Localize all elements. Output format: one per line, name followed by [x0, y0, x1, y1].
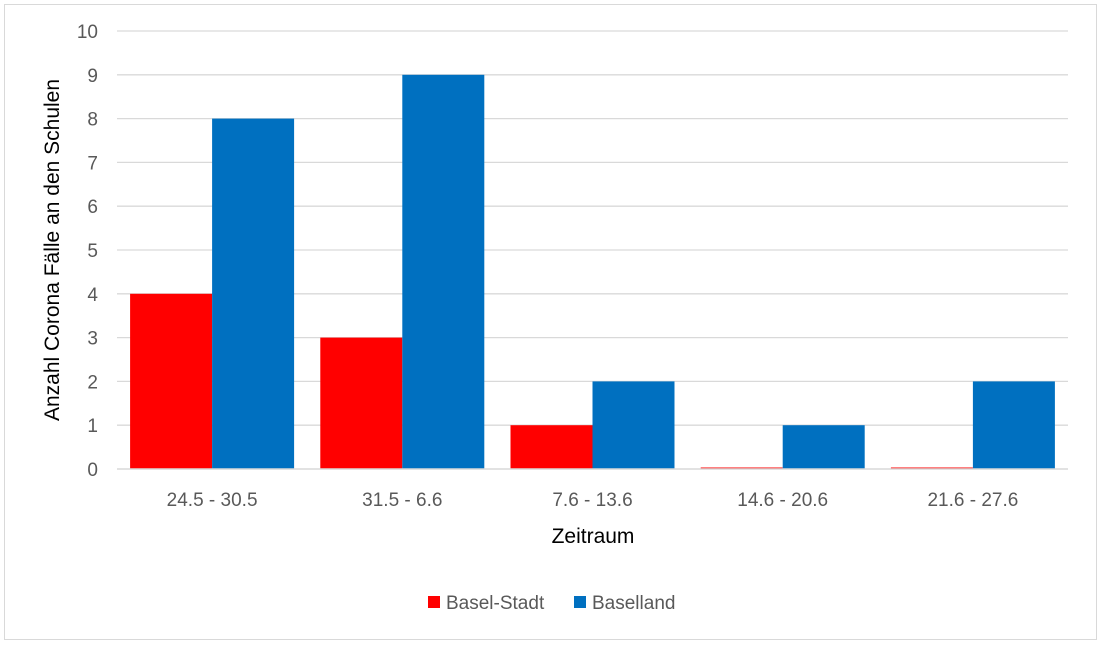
legend: Basel-Stadt Baselland: [428, 593, 675, 614]
x-tick-label-3: 14.6 - 20.6: [737, 490, 828, 511]
x-tick-label-2: 7.6 - 13.6: [552, 490, 632, 511]
y-axis-title: Anzahl Corona Fälle an den Schulen: [41, 79, 64, 421]
x-tick-label-0: 24.5 - 30.5: [167, 490, 258, 511]
x-axis-tick-labels: 24.5 - 30.5 31.5 - 6.6 7.6 - 13.6 14.6 - 20…: [167, 490, 1019, 511]
bar-baselland-0: [212, 118, 295, 469]
bar-baselland-3: [782, 425, 865, 469]
y-tick-label-10: 10: [77, 22, 98, 43]
y-tick-label-4: 4: [87, 285, 98, 306]
bar-basel-stadt-0: [130, 293, 213, 469]
x-axis-title: Zeitraum: [552, 525, 635, 548]
bar-basel-stadt-2: [510, 425, 593, 469]
bar-baselland-2: [592, 381, 675, 469]
x-tick-label-1: 31.5 - 6.6: [362, 490, 442, 511]
legend-swatch-baselland: [574, 596, 586, 608]
x-tick-label-4: 21.6 - 27.6: [927, 490, 1018, 511]
y-tick-label-9: 9: [87, 66, 98, 87]
y-tick-label-1: 1: [87, 416, 98, 437]
y-tick-label-7: 7: [87, 153, 98, 174]
bar-baselland-4: [972, 381, 1055, 469]
y-axis-tick-labels: 0 1 2 3 4 5 6 7 8 9 10: [77, 22, 99, 481]
y-tick-label-2: 2: [87, 372, 98, 393]
y-tick-label-8: 8: [87, 110, 98, 131]
bar-basel-stadt-1: [320, 337, 403, 469]
y-tick-label-6: 6: [87, 197, 98, 218]
y-tick-label-3: 3: [87, 329, 98, 350]
y-tick-label-0: 0: [87, 460, 98, 481]
bars: [130, 74, 1055, 470]
legend-label-baselland: Baselland: [592, 593, 675, 614]
y-tick-label-5: 5: [87, 241, 98, 262]
bar-baselland-1: [402, 74, 485, 470]
legend-swatch-basel-stadt: [428, 596, 440, 608]
legend-label-basel-stadt: Basel-Stadt: [446, 593, 545, 614]
